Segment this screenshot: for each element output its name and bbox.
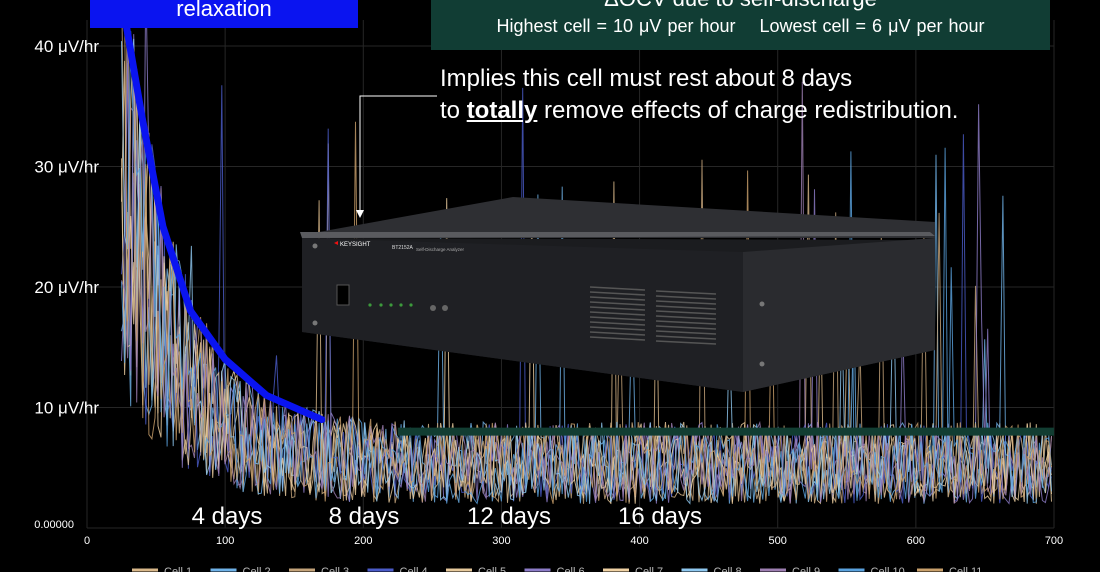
product-name-label: Self-Discharge Analyzer xyxy=(416,247,465,252)
legend-label: Cell 3 xyxy=(321,566,349,572)
rack-screw xyxy=(312,243,318,249)
vent-slot-right xyxy=(655,300,717,305)
analyzer-instrument-image: KEYSIGHT BT2152A Self-Discharge Analyzer xyxy=(300,197,935,392)
vent-slot-left xyxy=(589,301,646,306)
front-button xyxy=(442,305,448,311)
vent-slot-right xyxy=(655,335,717,340)
annotation-prefix: to xyxy=(440,97,467,124)
vent-slot-right xyxy=(655,290,717,295)
day-label: 8 days xyxy=(329,503,400,530)
relaxation-label-box: relaxation xyxy=(90,0,358,28)
x-tick-label: 600 xyxy=(907,535,925,547)
model-label: BT2152A xyxy=(392,245,414,251)
y-tick-label: 10 μV/hr xyxy=(34,399,99,418)
brand-label: KEYSIGHT xyxy=(340,242,371,248)
brand-logo-mark xyxy=(334,241,338,245)
legend-label: Cell 2 xyxy=(243,566,271,572)
vent-slot-left xyxy=(589,306,646,311)
rack-screw xyxy=(759,361,765,367)
annotation-arrow-head xyxy=(356,210,364,218)
vent-slot-right xyxy=(655,295,717,300)
series-line-10 xyxy=(121,31,1052,505)
day-label: 4 days xyxy=(192,503,263,530)
rack-screw xyxy=(312,320,318,326)
legend-label: Cell 8 xyxy=(714,566,742,572)
relaxation-curve xyxy=(122,18,326,424)
legend-label: Cell 10 xyxy=(871,566,905,572)
y-tick-label: 40 μV/hr xyxy=(34,37,99,56)
x-tick-label: 400 xyxy=(630,535,648,547)
vent-slot-left xyxy=(589,321,646,326)
vent-slot-left xyxy=(589,316,646,321)
legend-label: Cell 9 xyxy=(792,566,820,572)
vent-slot-left xyxy=(589,326,646,331)
legend-label: Cell 5 xyxy=(478,566,506,572)
annotation-line-2: to totally remove effects of charge redi… xyxy=(440,95,958,127)
instrument-top-panel xyxy=(302,197,935,238)
info-box-title: ΔOCV due to self-discharge xyxy=(431,0,1050,10)
instrument-side-face xyxy=(743,238,935,392)
front-button xyxy=(430,305,436,311)
highest-cell-rate: Highest cell = 10 μV per hour xyxy=(496,16,736,36)
vent-slot-left xyxy=(589,296,646,301)
status-led xyxy=(389,303,393,307)
day-label: 12 days xyxy=(467,503,551,530)
x-tick-label: 200 xyxy=(354,535,372,547)
power-switch xyxy=(336,284,350,306)
series-line-4 xyxy=(121,62,1052,504)
vent-slot-right xyxy=(655,325,717,330)
y-tick-label: 20 μV/hr xyxy=(34,278,99,297)
instrument-top-edge xyxy=(300,232,935,238)
instrument-front-face xyxy=(302,238,743,392)
annotation-line-1: Implies this cell must rest about 8 days xyxy=(440,65,853,92)
legend-label: Cell 6 xyxy=(557,566,585,572)
series-line-9 xyxy=(121,81,1052,504)
x-tick-label: 100 xyxy=(216,535,234,547)
status-led xyxy=(379,303,383,307)
status-led xyxy=(399,303,403,307)
legend-label: Cell 1 xyxy=(164,566,192,572)
y-tick-label: 30 μV/hr xyxy=(34,158,99,177)
legend-label: Cell 11 xyxy=(949,566,982,572)
rest-time-annotation: Implies this cell must rest about 8 days… xyxy=(440,63,958,127)
vent-slot-right xyxy=(655,320,717,325)
x-tick-label: 0 xyxy=(84,535,90,547)
x-tick-label: 500 xyxy=(769,535,787,547)
x-tick-label: 300 xyxy=(492,535,510,547)
vent-slot-left xyxy=(589,286,646,291)
vent-slot-right xyxy=(655,310,717,315)
vent-slot-right xyxy=(655,340,717,345)
rack-screw xyxy=(759,301,765,307)
vent-slot-left xyxy=(589,331,646,336)
relaxation-label: relaxation xyxy=(176,0,272,21)
legend-label: Cell 4 xyxy=(400,566,428,572)
vent-slot-right xyxy=(655,330,717,335)
vent-slot-left xyxy=(589,291,646,296)
vent-slot-right xyxy=(655,305,717,310)
info-box-rates: Highest cell = 10 μV per hour Lowest cel… xyxy=(431,15,1050,37)
lowest-cell-rate: Lowest cell = 6 μV per hour xyxy=(759,16,985,36)
y-tick-label: 0.00000 xyxy=(34,519,74,531)
day-label: 16 days xyxy=(618,503,702,530)
status-led xyxy=(409,303,413,307)
vent-slot-left xyxy=(589,336,646,341)
self-discharge-info-box: ΔOCV due to self-discharge Highest cell … xyxy=(431,0,1050,50)
annotation-emphasis: totally xyxy=(466,97,538,124)
annotation-arrow-line xyxy=(359,95,437,212)
vent-slot-right xyxy=(655,315,717,320)
x-tick-label: 700 xyxy=(1045,535,1063,547)
legend-label: Cell 7 xyxy=(635,566,663,572)
status-led xyxy=(368,303,372,307)
annotation-suffix: remove effects of charge redistribution. xyxy=(537,97,959,124)
vent-slot-left xyxy=(589,311,646,316)
